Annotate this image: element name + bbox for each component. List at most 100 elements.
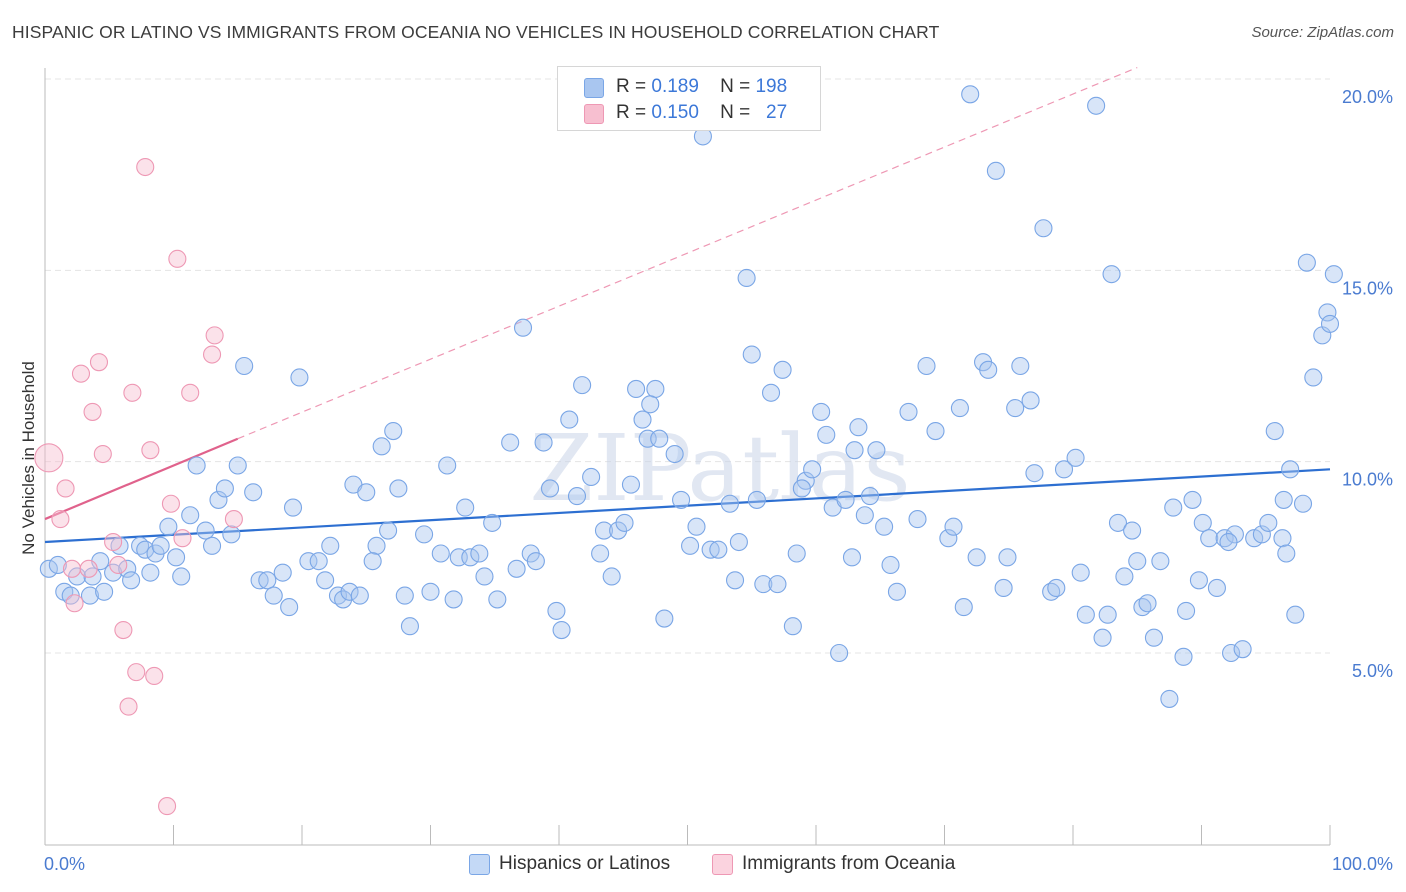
legend-swatch-oceania [712, 854, 733, 875]
point-oceania [161, 494, 180, 513]
point-hispanic [507, 559, 526, 578]
point-hispanic [1093, 628, 1112, 647]
point-hispanic [899, 402, 918, 421]
point-hispanic [609, 521, 628, 540]
point-hispanic [483, 513, 502, 532]
legend-swatch-pink [584, 104, 604, 124]
y-axis-label: No Vehicles in Household [19, 361, 38, 555]
point-hispanic [1193, 513, 1212, 532]
point-hispanic [384, 422, 403, 441]
point-hispanic [954, 598, 973, 617]
point-hispanic [1076, 605, 1095, 624]
point-hispanic [737, 268, 756, 288]
point-hispanic [203, 536, 222, 555]
point-hispanic [994, 578, 1013, 597]
point-hispanic [1025, 464, 1044, 483]
point-hispanic [290, 368, 309, 387]
point-oceania [109, 555, 128, 575]
y-tick-label: 10.0% [1342, 470, 1393, 490]
point-hispanic [961, 85, 980, 104]
point-hispanic [431, 544, 450, 563]
point-hispanic [181, 506, 200, 525]
point-hispanic [1034, 219, 1053, 238]
point-hispanic [950, 399, 969, 418]
legend-swatch-blue [584, 78, 604, 98]
point-hispanic [817, 425, 836, 444]
point-hispanic [363, 552, 382, 571]
point-hispanic [621, 475, 641, 494]
point-hispanic [646, 379, 665, 399]
point-hispanic [1102, 265, 1121, 284]
y-tick-label: 5.0% [1352, 661, 1393, 681]
point-hispanic [836, 490, 855, 509]
point-hispanic [633, 410, 652, 429]
point-hispanic [340, 582, 359, 601]
point-hispanic [122, 571, 141, 590]
point-oceania [79, 559, 98, 578]
legend-swatch-hispanic [469, 854, 490, 875]
point-hispanic [709, 540, 728, 559]
point-hispanic [1259, 513, 1278, 532]
point-hispanic [321, 536, 340, 555]
point-hispanic [1164, 498, 1183, 517]
point-hispanic [456, 498, 475, 517]
point-hispanic [400, 617, 419, 636]
point-hispanic [939, 529, 958, 548]
point-hispanic [1304, 368, 1323, 387]
point-hispanic [299, 552, 318, 571]
point-hispanic [461, 548, 480, 567]
point-oceania [173, 529, 192, 548]
point-hispanic [1021, 391, 1040, 410]
chart-title: HISPANIC OR LATINO VS IMMIGRANTS FROM OC… [12, 22, 940, 42]
point-hispanic [720, 494, 739, 513]
point-hispanic [787, 544, 806, 563]
point-hispanic [95, 582, 114, 601]
point-hispanic [887, 582, 907, 601]
y-tick-labels: 5.0% 10.0% 15.0% 20.0% [1342, 87, 1393, 681]
point-hispanic [250, 571, 269, 590]
source-label: Source: ZipAtlas.com [1251, 24, 1394, 41]
point-oceania [119, 697, 138, 716]
point-hispanic [917, 356, 936, 376]
point-hispanic [908, 510, 927, 529]
point-hispanic [560, 410, 579, 429]
legend-label-hispanic: Hispanics or Latinos [499, 853, 671, 874]
point-oceania [123, 383, 142, 402]
x-tick-labels: 0.0% 100.0% [44, 854, 1393, 874]
n-label: N = [720, 76, 751, 97]
point-hispanic [1108, 513, 1128, 532]
point-hispanic [875, 517, 894, 536]
point-hispanic [627, 379, 646, 399]
point-hispanic [244, 483, 263, 502]
point-hispanic [830, 643, 849, 663]
point-hispanic [1087, 96, 1106, 115]
point-hispanic [1252, 525, 1271, 544]
point-oceania [104, 532, 123, 552]
point-oceania [51, 510, 70, 529]
point-hispanic [470, 544, 489, 563]
point-hispanic [1277, 544, 1296, 563]
y-tick-label: 15.0% [1342, 278, 1393, 298]
point-hispanic [792, 479, 811, 498]
point-hispanic [1006, 399, 1025, 418]
r-value-pink: 0.150 [651, 102, 699, 123]
point-oceania [145, 666, 164, 686]
point-hispanic [1281, 460, 1300, 479]
point-oceania [62, 559, 82, 578]
point-hispanic [742, 345, 761, 364]
point-oceania [34, 443, 64, 473]
point-hispanic [1297, 253, 1316, 272]
point-hispanic [357, 483, 376, 502]
point-oceania [89, 353, 109, 372]
point-hispanic [438, 456, 457, 475]
point-hispanic [264, 586, 283, 605]
point-oceania [203, 345, 222, 364]
point-hispanic [615, 513, 634, 532]
point-hispanic [967, 548, 986, 567]
point-hispanic [283, 498, 303, 517]
point-hispanic [845, 441, 864, 460]
point-hispanic [48, 555, 67, 575]
point-hispanic [602, 567, 621, 586]
point-hispanic [1123, 521, 1142, 540]
point-hispanic [415, 525, 434, 544]
